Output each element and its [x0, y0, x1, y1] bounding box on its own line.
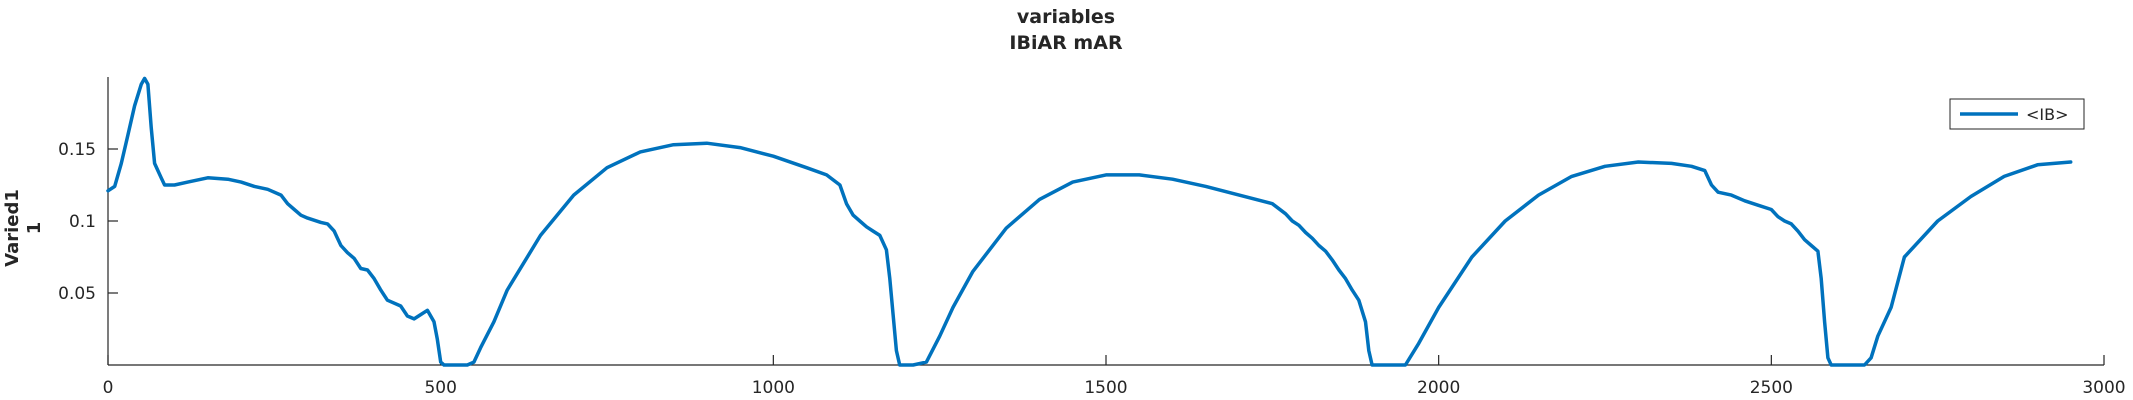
- x-tick-label: 500: [424, 378, 456, 398]
- series-line-0: [106, 76, 2073, 367]
- x-ticks: 0 500 1000 1500 2000 2500 3000: [103, 355, 2126, 398]
- y-axis-label-line2: 1: [24, 222, 45, 235]
- x-tick-label: 0: [103, 378, 114, 398]
- y-tick-label: 0.1: [69, 212, 96, 232]
- x-tick-label: 1500: [1084, 378, 1127, 398]
- x-tick-label: 2500: [1750, 378, 1793, 398]
- y-tick-label: 0.15: [58, 140, 96, 160]
- y-axis-label: Varied1 1: [2, 189, 45, 267]
- y-ticks: 0.05 0.1 0.15: [58, 140, 118, 304]
- series-layer: [106, 76, 2073, 367]
- plot-area: [108, 77, 2104, 365]
- legend-label: <IB>: [2026, 105, 2069, 124]
- legend: <IB>: [1949, 98, 2085, 130]
- chart-title: variables: [1017, 6, 1115, 28]
- x-tick-label: 1000: [752, 378, 795, 398]
- y-axis-label-line1: Varied1: [2, 189, 23, 267]
- y-tick-label: 0.05: [58, 284, 96, 304]
- x-tick-label: 3000: [2082, 378, 2125, 398]
- chart-subtitle: IBiAR mAR: [1009, 32, 1123, 54]
- x-tick-label: 2000: [1417, 378, 1460, 398]
